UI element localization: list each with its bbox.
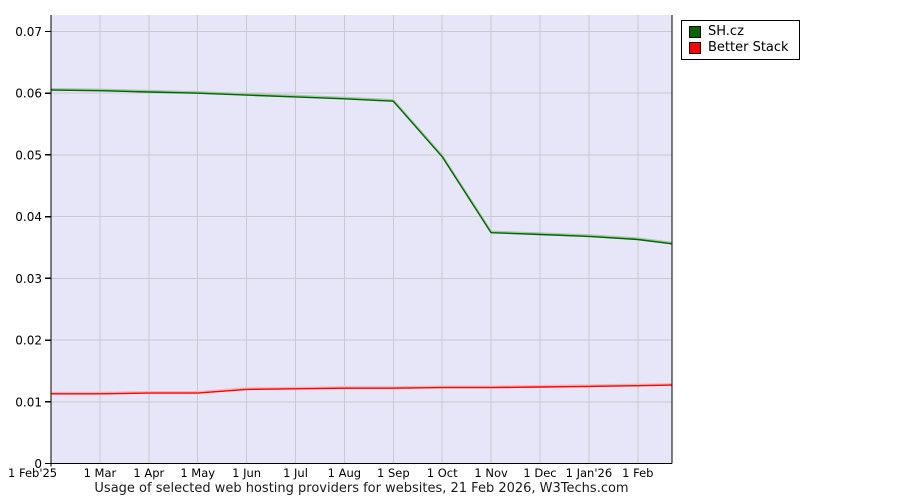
y-tick-label: 0.05 — [15, 148, 42, 162]
x-tick-label: 1 Oct — [427, 466, 458, 480]
y-tick-label: 0.03 — [15, 272, 42, 286]
x-tick-label: 1 Feb'25 — [8, 466, 57, 480]
x-tick-label: 1 Feb — [622, 466, 653, 480]
series-glow-shcz — [50, 88, 673, 244]
plot-area — [51, 15, 672, 464]
y-tick-label: 0.06 — [15, 87, 42, 101]
x-tick-label: 1 Sep — [377, 466, 410, 480]
y-tick-label: 0.07 — [15, 25, 42, 39]
x-tick-label: 1 Nov — [474, 466, 508, 480]
legend-label-shcz: SH.cz — [708, 24, 744, 39]
y-tick-label: 0.04 — [15, 210, 42, 224]
x-tick-label: 1 Apr — [133, 466, 164, 480]
x-tick-label: 1 Jun — [232, 466, 261, 480]
x-tick-label: 1 Jul — [283, 466, 308, 480]
series-glow-better-stack — [51, 383, 673, 394]
y-tick-label: 0.02 — [15, 334, 42, 348]
legend: SH.cz Better Stack — [681, 20, 800, 60]
y-tick-label: 0.01 — [15, 395, 42, 409]
y-tick-label: 0 — [34, 457, 42, 471]
better-stack-color-swatch — [689, 41, 701, 54]
legend-label-better-stack: Better Stack — [708, 40, 789, 55]
series-line-better-stack — [51, 384, 673, 395]
x-tick-label: 1 Dec — [523, 466, 556, 480]
series-line-shcz — [50, 89, 673, 245]
shcz-color-swatch — [689, 25, 701, 38]
x-tick-label: 1 Mar — [84, 466, 117, 480]
legend-item-better-stack: Better Stack — [689, 40, 789, 55]
x-tick-label: 1 May — [180, 466, 215, 480]
x-tick-label: 1 Jan'26 — [566, 466, 613, 480]
legend-item-shcz: SH.cz — [689, 24, 789, 39]
chart-title: Usage of selected web hosting providers … — [94, 481, 629, 496]
x-tick-label: 1 Aug — [328, 466, 361, 480]
